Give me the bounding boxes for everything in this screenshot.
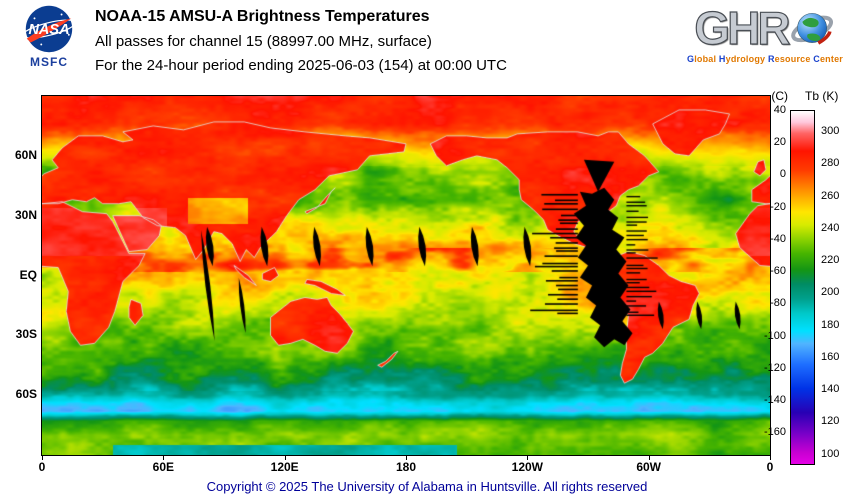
msfc-label: MSFC [30,55,68,69]
ghrc-tagline-word: Resource [767,54,811,64]
ghrc-wordmark: GHR [694,2,791,54]
lat-tick-60N: 60N [14,147,37,162]
colorbar-k-tick: 240 [821,221,840,234]
map-frame [41,95,771,456]
colorbar-c-tick: 0 [779,168,786,181]
colorbar-c-tick: 40 [773,103,786,116]
colorbar-c-tick: -60 [770,265,786,278]
lon-tick-mark [163,456,165,460]
colorbar-k-tick: 140 [821,383,840,396]
ghrc-globe-icon [790,13,833,45]
ghrc-logo: GHR [678,2,852,54]
lon-tick-180: 180 [395,460,417,474]
page-title: NOAA-15 AMSU-A Brightness Temperatures [95,8,430,25]
colorbar-k-tick: 300 [821,124,840,137]
nasa-logo-block: NASA MSFC [12,4,86,69]
colorbar [790,110,815,465]
colorbar-k-tick: 220 [821,254,840,267]
colorbar-k-tick: 180 [821,318,840,331]
lon-tick-mark [527,456,529,460]
title-block: NOAA-15 AMSU-A Brightness Temperatures A… [95,8,507,74]
colorbar-kelvin-unit: Tb (K) [805,89,839,103]
ghrc-logo-block: GHR Global Hydrology Resource Center [678,2,852,64]
lon-tick-120W: 120W [511,460,543,474]
ghrc-tagline-word: Hydrology [718,54,766,64]
lat-tick-30S: 30S [15,327,37,342]
lon-tick-120E: 120E [270,460,299,474]
ghrc-tagline-word: Center [813,54,843,64]
lat-tick-EQ: EQ [19,267,37,282]
nasa-wordmark: NASA [28,22,69,38]
lon-tick-mark [42,456,43,460]
lon-tick-60W: 60W [636,460,661,474]
lon-tick-mark [406,456,407,460]
ghrc-tagline-word: Global [687,54,717,64]
lat-tick-30N: 30N [14,207,37,222]
lon-tick-0: 0 [38,460,46,474]
lon-tick-0: 0 [766,460,774,474]
colorbar-c-tick: -100 [763,329,786,342]
colorbar-c-tick: -160 [763,426,786,439]
colorbar-c-tick: -140 [763,394,786,407]
colorbar-k-tick: 160 [821,350,840,363]
colorbar-c-tick: -120 [763,361,786,374]
colorbar-c-tick: -40 [770,232,786,245]
colorbar-k-tick: 280 [821,157,840,170]
lon-tick-mark [284,456,286,460]
colorbar-k-tick: 120 [821,415,840,428]
colorbar-c-tick: -80 [770,297,786,310]
colorbar-c-tick: -20 [770,200,786,213]
lon-tick-mark [648,456,650,460]
page-subtitle: All passes for channel 15 (88997.00 MHz,… [95,33,432,50]
brightness-temperature-map [42,96,770,455]
lat-tick-60S: 60S [15,387,37,402]
lon-tick-mark [770,456,771,460]
colorbar-c-tick: 20 [773,136,786,149]
ghrc-tagline: Global Hydrology Resource Center [678,54,852,64]
colorbar-k-tick: 260 [821,189,840,202]
lon-tick-60E: 60E [152,460,174,474]
copyright-line: Copyright © 2025 The University of Alaba… [206,479,648,494]
nasa-logo-icon: NASA [22,5,76,53]
colorbar-k-tick: 200 [821,286,840,299]
colorbar-k-tick: 100 [821,447,840,460]
period-line: For the 24-hour period ending 2025-06-03… [95,57,507,74]
colorbar-celsius-unit: (C) [771,89,788,103]
